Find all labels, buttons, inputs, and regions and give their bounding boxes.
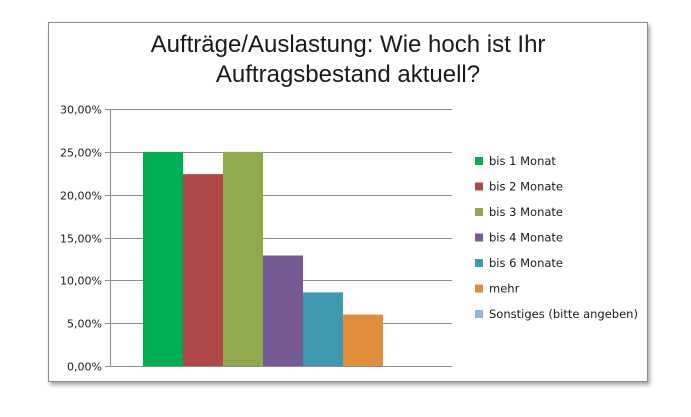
legend-label: bis 2 Monate — [489, 180, 563, 194]
legend-swatch — [475, 284, 483, 293]
bar-mehr — [343, 314, 383, 366]
bar-bis-4-monate — [263, 255, 303, 366]
y-tick-label: 20,00% — [60, 190, 102, 203]
legend-label: Sonstiges (bitte angeben) — [489, 307, 638, 321]
y-tick-label: 0,00% — [67, 361, 102, 374]
legend-swatch — [475, 157, 483, 165]
chart-title: Aufträge/Auslastung: Wie hoch ist Ihr Au… — [48, 30, 648, 90]
legend-swatch — [475, 233, 483, 242]
legend-swatch — [475, 310, 483, 318]
y-tick-label: 10,00% — [60, 275, 102, 288]
y-tick-label: 5,00% — [67, 318, 102, 331]
legend-label: bis 1 Monat — [489, 154, 556, 168]
legend-label: bis 6 Monate — [489, 256, 563, 270]
legend: bis 1 Monat bis 2 Monate bis 3 Monate bis 4… — [475, 154, 638, 321]
chart-title-line-1: Aufträge/Auslastung: Wie hoch ist Ihr — [150, 31, 546, 58]
legend-swatch — [475, 208, 483, 216]
bar-bis-2-monate — [183, 174, 223, 366]
legend-label: mehr — [489, 282, 520, 296]
legend-label: bis 3 Monate — [489, 205, 563, 219]
chart-title-line-2: Auftragsbestand aktuell? — [215, 61, 481, 88]
bar-bis-3-monate — [223, 151, 263, 366]
legend-swatch — [475, 182, 483, 191]
y-tick-label: 30,00% — [60, 104, 102, 117]
legend-swatch — [475, 259, 483, 267]
bars — [143, 151, 383, 366]
bar-bis-6-monate — [303, 292, 343, 366]
y-tick-label: 15,00% — [60, 233, 102, 246]
legend-label: bis 4 Monate — [489, 231, 563, 245]
y-axis: 0,00% 5,00% 10,00% 15,00% 20,00% 25,00% 30,00% — [60, 104, 111, 374]
y-tick-label: 25,00% — [60, 147, 102, 160]
bar-bis-1-monat — [143, 151, 183, 366]
